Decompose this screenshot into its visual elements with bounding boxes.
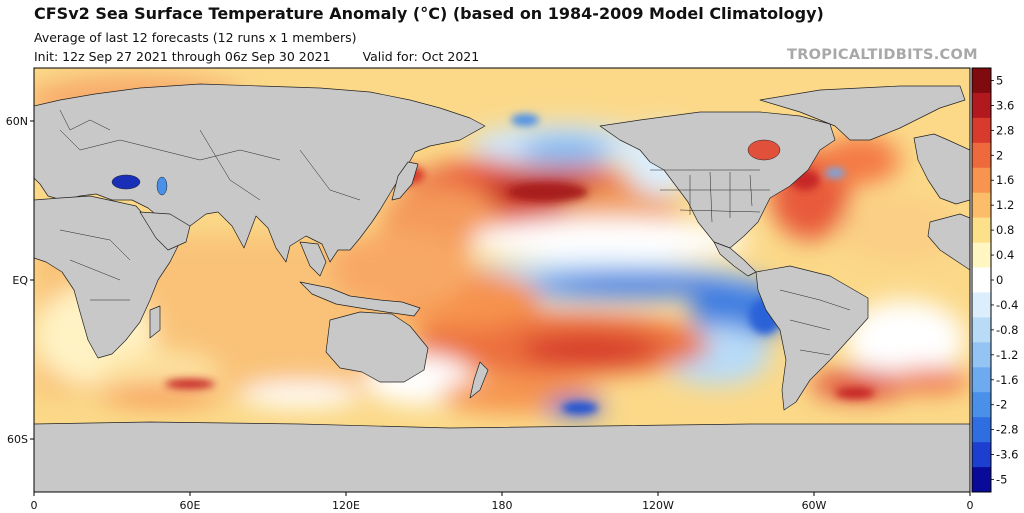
site-credit: TROPICALTIDBITS.COM <box>787 47 978 63</box>
colorbar-swatch <box>972 242 991 268</box>
africa-land <box>34 195 179 359</box>
central-america-land <box>713 241 757 277</box>
colorbar-swatch <box>972 68 991 94</box>
y-tick-label: 60S <box>7 433 28 446</box>
colorbar-label: 1.6 <box>996 173 1014 187</box>
colorbar-label: -1.2 <box>996 348 1018 362</box>
colorbar-swatch <box>972 142 991 169</box>
indonesia-land <box>299 281 421 317</box>
color-scale: -5 -3.6 -2.8 -2 -1.6 -1.2 -0.8 -0.4 0 0.4 0.8 1.2 1.… <box>971 67 1018 493</box>
colorbar-swatch <box>972 217 991 243</box>
y-tick-label: 60N <box>6 115 28 128</box>
colorbar-label: -3.6 <box>996 448 1018 462</box>
south-america-land <box>755 265 869 411</box>
x-tick-label: 0 <box>967 499 974 512</box>
indochina-land <box>299 241 327 277</box>
colorbar-swatch <box>972 167 991 194</box>
australia-land <box>325 311 429 383</box>
x-tick-label: 180 <box>492 499 513 512</box>
colorbar-label: -0.4 <box>996 298 1018 312</box>
colorbar-swatch <box>972 367 991 393</box>
colorbar-swatch <box>972 117 991 144</box>
eurasia-land <box>34 83 486 263</box>
colorbar-label: -0.8 <box>996 323 1018 337</box>
x-tick-label: 0 <box>31 499 38 512</box>
west-europe-land <box>913 133 970 205</box>
black-sea-anomaly <box>111 174 141 190</box>
x-tick-label: 60W <box>802 499 827 512</box>
colorbar-label: 0 <box>996 273 1003 287</box>
colorbar-label: -2.8 <box>996 423 1018 437</box>
colorbar-swatch <box>972 392 991 418</box>
map-subtitle: Average of last 12 forecasts (12 runs x … <box>34 30 357 45</box>
x-tick-label: 60E <box>180 499 201 512</box>
antarctica-land <box>34 421 970 492</box>
x-tick-label: 120W <box>642 499 674 512</box>
colorbar-label: -1.6 <box>996 373 1018 387</box>
colorbar-swatch <box>972 417 991 443</box>
colorbar-swatch <box>972 442 991 468</box>
init-time-text: Init: 12z Sep 27 2021 through 06z Sep 30… <box>34 49 331 64</box>
japan-land <box>391 161 419 201</box>
colorbar-label: 2.8 <box>996 123 1014 137</box>
colorbar-label: -5 <box>996 473 1007 487</box>
colorbar-label: 3.6 <box>996 98 1014 112</box>
greenland-land <box>759 85 966 141</box>
colorbar-label: -2 <box>996 398 1007 412</box>
colorbar-label: 0.4 <box>996 248 1014 262</box>
colorbar-label: 1.2 <box>996 198 1014 212</box>
west-africa-land <box>927 213 970 271</box>
y-tick-label: EQ <box>12 274 28 287</box>
axis-ticks: 0 60E 120E 180 120W 60W 0 60N EQ 60S <box>6 115 974 512</box>
plot-area <box>34 68 970 492</box>
colorbar-label: 5 <box>996 73 1003 87</box>
country-borders <box>59 109 851 356</box>
colorbar-label: 2 <box>996 148 1003 162</box>
colorbar-swatch <box>972 342 991 368</box>
colorbar-label: 0.8 <box>996 223 1014 237</box>
colorbar-swatch <box>972 192 991 218</box>
colorbar-swatch <box>972 92 991 119</box>
forecast-info: Init: 12z Sep 27 2021 through 06z Sep 30… <box>34 49 479 64</box>
valid-time-text: Valid for: Oct 2021 <box>362 49 480 64</box>
colorbar-swatch <box>972 292 991 318</box>
colorbar-swatch <box>972 467 991 493</box>
new-zealand-land <box>469 361 489 399</box>
map-title: CFSv2 Sea Surface Temperature Anomaly (°… <box>34 4 824 23</box>
caspian-sea-anomaly <box>156 176 168 196</box>
colorbar-swatch <box>972 267 991 293</box>
x-tick-label: 120E <box>332 499 360 512</box>
arabia-land <box>139 211 191 251</box>
hudson-bay-anomaly <box>747 139 781 161</box>
colorbar-swatch <box>972 317 991 343</box>
madagascar-land <box>149 305 161 339</box>
